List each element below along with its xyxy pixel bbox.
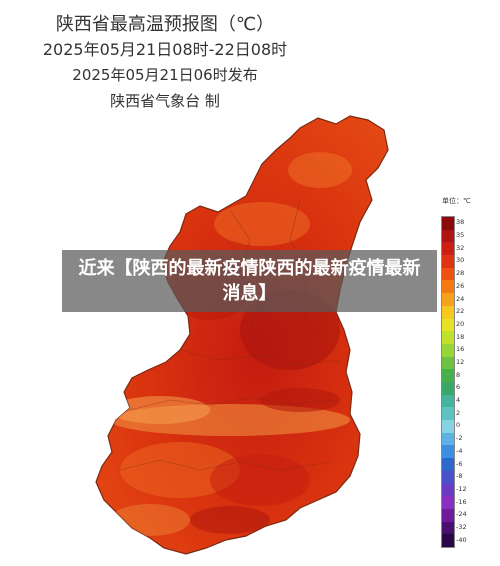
legend-label: -16 [456, 497, 467, 506]
legend-label: 30 [456, 256, 465, 265]
legend-title: 单位：℃ [442, 197, 471, 205]
legend-label: 26 [456, 281, 465, 290]
issue-time: 2025年05月21日06时发布 [72, 66, 258, 84]
legend-label: 35 [456, 231, 465, 240]
banner-text: 近来【陕西的最新疫情陕西的最新疫情最新消息】 [78, 258, 421, 304]
legend-swatch [442, 305, 454, 320]
legend-label: -12 [456, 484, 467, 493]
legend-swatch [442, 356, 454, 370]
legend-swatch [442, 508, 454, 523]
legend-label: 16 [456, 345, 465, 354]
legend-label: -40 [456, 535, 467, 544]
legend-swatch [442, 229, 454, 243]
legend-swatch [442, 217, 454, 231]
legend-swatch [442, 267, 454, 281]
legend-label: -8 [456, 472, 463, 481]
legend-swatch [442, 445, 454, 459]
legend-label: -24 [456, 510, 467, 519]
legend-swatch [442, 318, 454, 332]
legend-swatch [442, 331, 454, 345]
legend-label: -6 [456, 459, 463, 468]
legend-label: 22 [456, 307, 465, 316]
legend-label: 28 [456, 269, 465, 278]
legend-label: 24 [456, 294, 465, 303]
legend-label: 20 [456, 319, 465, 328]
legend-swatch [442, 521, 454, 535]
legend-swatch [442, 420, 454, 434]
legend-label: 8 [456, 370, 461, 379]
legend-swatch [442, 255, 454, 269]
legend-swatch [442, 483, 454, 497]
legend-label: 38 [456, 218, 465, 227]
color-legend [441, 216, 455, 548]
legend-label: 12 [456, 357, 465, 366]
legend-swatch [442, 343, 454, 358]
legend-swatch [442, 470, 454, 485]
legend-swatch [442, 458, 454, 472]
legend-swatch [442, 432, 454, 446]
legend-swatch [442, 534, 454, 548]
legend-label: 18 [456, 332, 465, 341]
legend-label: 6 [456, 383, 461, 392]
legend-swatch [442, 496, 454, 510]
legend-swatch [442, 394, 454, 408]
legend-swatch [442, 382, 454, 396]
legend-swatch [442, 242, 454, 256]
legend-swatch [442, 407, 454, 421]
legend-label: 0 [456, 421, 461, 430]
overlay-banner: 近来【陕西的最新疫情陕西的最新疫情最新消息】 [62, 250, 437, 312]
province-shape [95, 115, 389, 555]
map-title: 陕西省最高温预报图（℃） [55, 14, 275, 35]
legend-label: -2 [456, 434, 463, 443]
legend-label: -32 [456, 522, 467, 531]
legend-label: 4 [456, 396, 461, 405]
legend-label: -4 [456, 446, 463, 455]
legend-swatch [442, 293, 454, 307]
legend-label: 2 [456, 408, 461, 417]
legend-label: 32 [456, 243, 465, 252]
legend-swatch [442, 369, 454, 383]
publisher: 陕西省气象台 制 [110, 92, 220, 110]
forecast-period: 2025年05月21日08时-22日08时 [42, 40, 288, 59]
legend-swatch [442, 280, 454, 294]
